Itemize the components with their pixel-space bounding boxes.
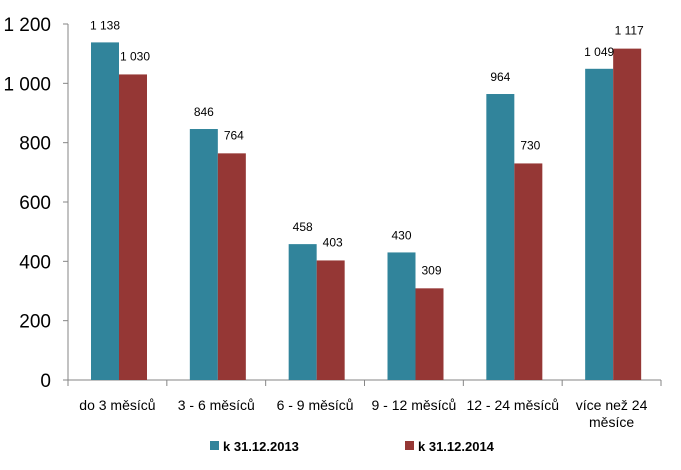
bar-series-1: [387, 252, 416, 380]
data-label-series-2: 1 030: [120, 49, 150, 63]
y-tick-label: 0: [40, 371, 51, 392]
data-label-series-2: 1 117: [615, 24, 644, 38]
chart-legend: k 31.12.2013 k 31.12.2014: [210, 439, 495, 454]
data-label-series-1: 458: [293, 220, 313, 234]
bar-series-1: [585, 68, 614, 381]
bar-series-2: [316, 260, 345, 380]
chart-axes: [63, 23, 662, 386]
data-label-series-2: 730: [520, 138, 540, 152]
chart-bars: [91, 42, 642, 381]
data-label-series-1: 964: [490, 70, 510, 84]
data-label-series-2: 764: [224, 128, 244, 142]
bar-series-2: [217, 153, 246, 380]
y-axis-tick-labels: 0 200 400 600 800 1 000 1 200: [3, 15, 51, 392]
data-label-series-2: 309: [421, 263, 441, 277]
x-tick-label: do 3 měsíců: [79, 397, 155, 413]
data-label-series-1: 1 049: [584, 45, 614, 59]
bar-series-1: [288, 244, 317, 380]
x-tick-label: 6 - 9 měsíců: [277, 397, 354, 413]
legend-label-series-1: k 31.12.2013: [223, 439, 299, 454]
data-label-series-1: 1 138: [90, 18, 120, 32]
bar-series-2: [613, 48, 642, 381]
y-tick-label: 1 000: [3, 74, 51, 95]
x-tick-label: měsíce: [589, 414, 634, 430]
chart-data-labels: 1 138 846 458 430 964 1 049 1 030 764 403 309 730 1…: [90, 18, 644, 277]
bar-series-1: [189, 129, 218, 380]
data-label-series-1: 430: [391, 228, 411, 242]
bar-series-1: [486, 94, 515, 380]
x-tick-label: více než 24: [576, 397, 648, 413]
data-label-series-1: 846: [194, 105, 214, 119]
x-axis-tick-labels: do 3 měsíců 3 - 6 měsíců 6 - 9 měsíců 9 - 1…: [79, 397, 647, 430]
data-label-series-2: 403: [323, 235, 343, 249]
legend-swatch-series-1: [210, 441, 219, 450]
x-tick-label: 9 - 12 měsíců: [372, 397, 457, 413]
y-tick-label: 200: [19, 312, 51, 333]
legend-label-series-2: k 31.12.2014: [418, 439, 495, 454]
x-tick-label: 3 - 6 měsíců: [178, 397, 255, 413]
bar-series-2: [514, 163, 543, 380]
bar-series-2: [119, 74, 147, 380]
bar-series-2: [415, 288, 444, 380]
y-tick-label: 400: [19, 252, 51, 273]
y-tick-label: 1 200: [3, 15, 51, 36]
y-tick-label: 800: [19, 134, 51, 155]
x-tick-label: 12 - 24 měsíců: [466, 397, 559, 413]
y-tick-label: 600: [19, 193, 51, 214]
legend-swatch-series-2: [405, 441, 414, 450]
bar-series-1: [91, 42, 119, 380]
